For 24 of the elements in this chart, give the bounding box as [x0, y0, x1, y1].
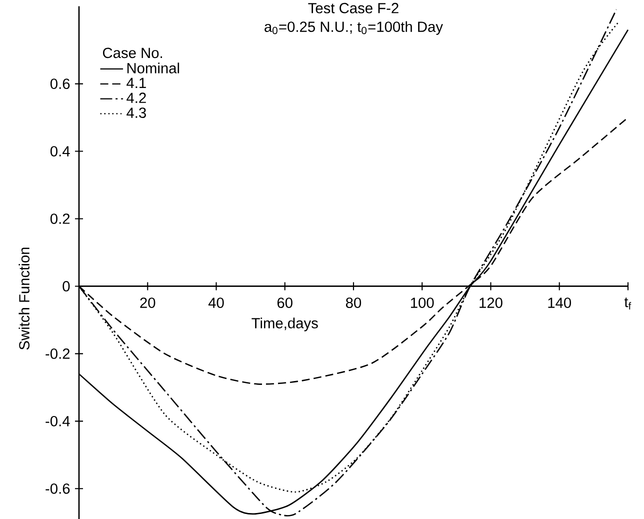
x-tick-label: t$_{f}$ [624, 298, 632, 310]
x-tick-label: 100 [410, 298, 434, 308]
y-axis-title: Switch Function [18, 248, 30, 350]
y-tick-label: -0.2 [46, 348, 70, 359]
x-axis-title: Time,days [252, 318, 318, 332]
y-tick-label: -0.4 [46, 416, 70, 426]
legend-label: 4.1 [126, 78, 146, 88]
chart-title: Test Case F-2 [308, 2, 398, 14]
y-tick-label: 0.2 [50, 214, 70, 224]
x-tick-label: 140 [548, 298, 572, 308]
legend-title: Case No. [102, 48, 162, 58]
text: a$_{0}$=0.25 N.U.; t$_{0}$=100th Day [264, 21, 443, 35]
y-tick-label: 0.6 [50, 78, 70, 89]
y-tick-label: 0.4 [50, 146, 70, 156]
x-tick-label: 80 [346, 298, 362, 308]
legend-label: 4.3 [126, 108, 146, 118]
y-tick-label: -0.6 [46, 483, 70, 494]
legend-label: Nominal [127, 62, 180, 74]
x-tick-label: 120 [480, 298, 502, 308]
x-tick-label: 60 [277, 298, 292, 308]
x-tick-label: 20 [140, 298, 156, 308]
legend-label: 4.2 [126, 92, 146, 103]
x-tick-label: 40 [208, 298, 224, 308]
y-tick-label: 0 [62, 281, 70, 292]
